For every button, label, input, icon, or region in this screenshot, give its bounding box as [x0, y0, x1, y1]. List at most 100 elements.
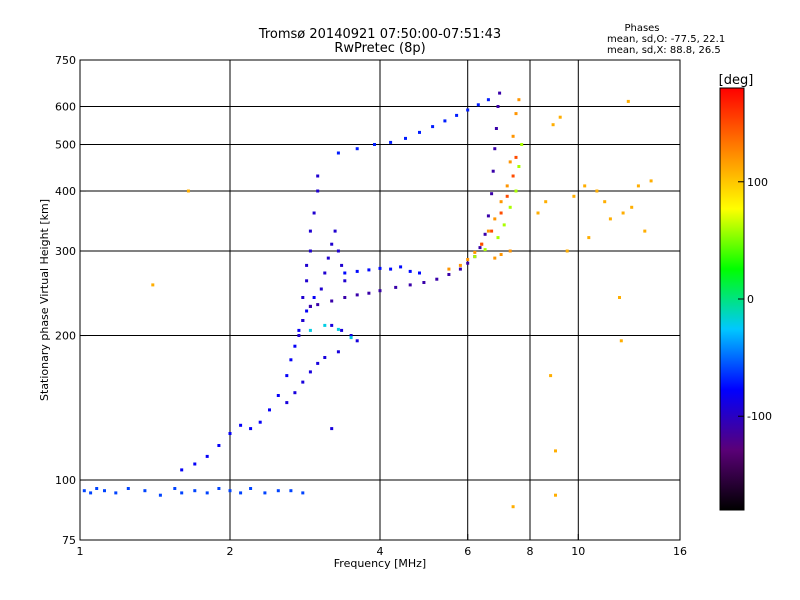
data-point — [217, 487, 221, 490]
data-point — [308, 328, 312, 332]
data-point — [205, 491, 209, 495]
data-point — [289, 358, 293, 362]
x-axis-ticks: 1 2 4 6 8 10 16 — [77, 534, 687, 558]
data-point — [312, 296, 316, 299]
data-point — [326, 256, 330, 260]
data-point — [517, 98, 521, 102]
data-point — [418, 130, 421, 134]
data-point — [514, 155, 518, 159]
data-point — [336, 327, 340, 331]
data-point — [618, 296, 621, 299]
data-point — [514, 112, 518, 116]
data-point — [583, 184, 587, 188]
y-tick-label: 400 — [55, 185, 76, 198]
y-tick-label: 500 — [55, 139, 76, 152]
data-point — [422, 281, 426, 284]
data-point — [483, 232, 487, 236]
data-point — [316, 174, 320, 178]
data-point — [305, 279, 309, 283]
data-point — [312, 211, 316, 215]
data-point — [480, 242, 484, 246]
data-point — [466, 261, 470, 265]
data-point — [367, 291, 371, 295]
plot-area: 1 2 4 6 8 10 16 75 100 200 300 400 500 600 750 — [55, 54, 687, 558]
data-point — [151, 283, 155, 287]
stats-line-x: mean, sd,X: 88.8, 26.5 — [607, 45, 721, 56]
y-tick-label: 300 — [55, 245, 76, 258]
data-point — [447, 267, 451, 271]
data-point — [493, 147, 497, 151]
data-point — [491, 169, 495, 173]
data-point — [536, 211, 540, 215]
data-point — [572, 194, 576, 198]
data-point — [496, 236, 500, 240]
data-point — [399, 265, 403, 269]
data-point — [193, 489, 197, 493]
data-point — [394, 285, 398, 289]
data-point — [455, 113, 459, 117]
data-point — [494, 127, 498, 130]
data-point — [95, 487, 99, 490]
data-point — [486, 214, 490, 218]
data-point — [554, 449, 557, 453]
data-point — [301, 296, 305, 299]
data-point — [418, 271, 421, 275]
data-point — [308, 249, 312, 253]
data-point — [493, 256, 497, 260]
data-point — [308, 304, 312, 308]
data-point — [408, 269, 412, 273]
data-point — [336, 151, 340, 155]
data-point — [493, 217, 497, 221]
y-axis-ticks: 75 100 200 300 400 500 600 750 — [55, 54, 86, 547]
data-point — [301, 380, 305, 384]
data-point — [114, 491, 118, 495]
chart-subtitle: RwPretec (8p) — [334, 41, 425, 56]
data-point — [355, 269, 359, 273]
data-point — [490, 229, 494, 233]
data-point — [180, 491, 184, 495]
data-point — [514, 189, 518, 193]
data-point — [643, 229, 647, 233]
data-point — [551, 123, 555, 127]
data-point — [408, 283, 412, 287]
y-tick-label: 600 — [55, 101, 76, 114]
data-point — [289, 489, 293, 493]
stats-line-o: mean, sd,O: -77.5, 22.1 — [607, 34, 725, 45]
data-point — [305, 263, 309, 267]
data-point — [276, 489, 280, 493]
x-tick-label: 10 — [571, 545, 585, 558]
data-point — [565, 249, 569, 253]
data-point — [319, 287, 323, 291]
data-point — [498, 91, 502, 95]
data-point — [263, 491, 267, 495]
data-point — [126, 487, 130, 490]
data-point — [378, 266, 382, 270]
chart-title: Tromsø 20140921 07:50:00-07:51:43 — [258, 27, 501, 42]
data-point — [82, 489, 86, 493]
data-point — [389, 140, 393, 144]
data-point — [340, 328, 344, 332]
data-point — [336, 249, 340, 253]
x-tick-label: 16 — [673, 545, 687, 558]
data-point — [478, 246, 482, 250]
data-point — [330, 323, 334, 327]
data-point — [340, 263, 344, 267]
x-tick-label: 6 — [464, 545, 471, 558]
y-tick-label: 200 — [55, 330, 76, 343]
data-point — [249, 427, 253, 431]
data-point — [301, 491, 305, 495]
data-point — [305, 309, 309, 313]
data-point — [103, 489, 106, 493]
y-axis-label: Stationary phase Virtual Height [km] — [38, 199, 51, 401]
data-point — [276, 394, 280, 397]
data-point — [293, 391, 297, 395]
data-point — [458, 267, 462, 271]
data-point — [308, 229, 312, 233]
data-point — [619, 339, 623, 343]
data-point — [511, 134, 515, 138]
data-point — [508, 205, 512, 209]
colorbar: [deg] 100 0 -100 — [719, 73, 772, 511]
colorbar-label: [deg] — [719, 73, 754, 88]
data-point — [217, 444, 221, 447]
data-point — [323, 323, 327, 327]
